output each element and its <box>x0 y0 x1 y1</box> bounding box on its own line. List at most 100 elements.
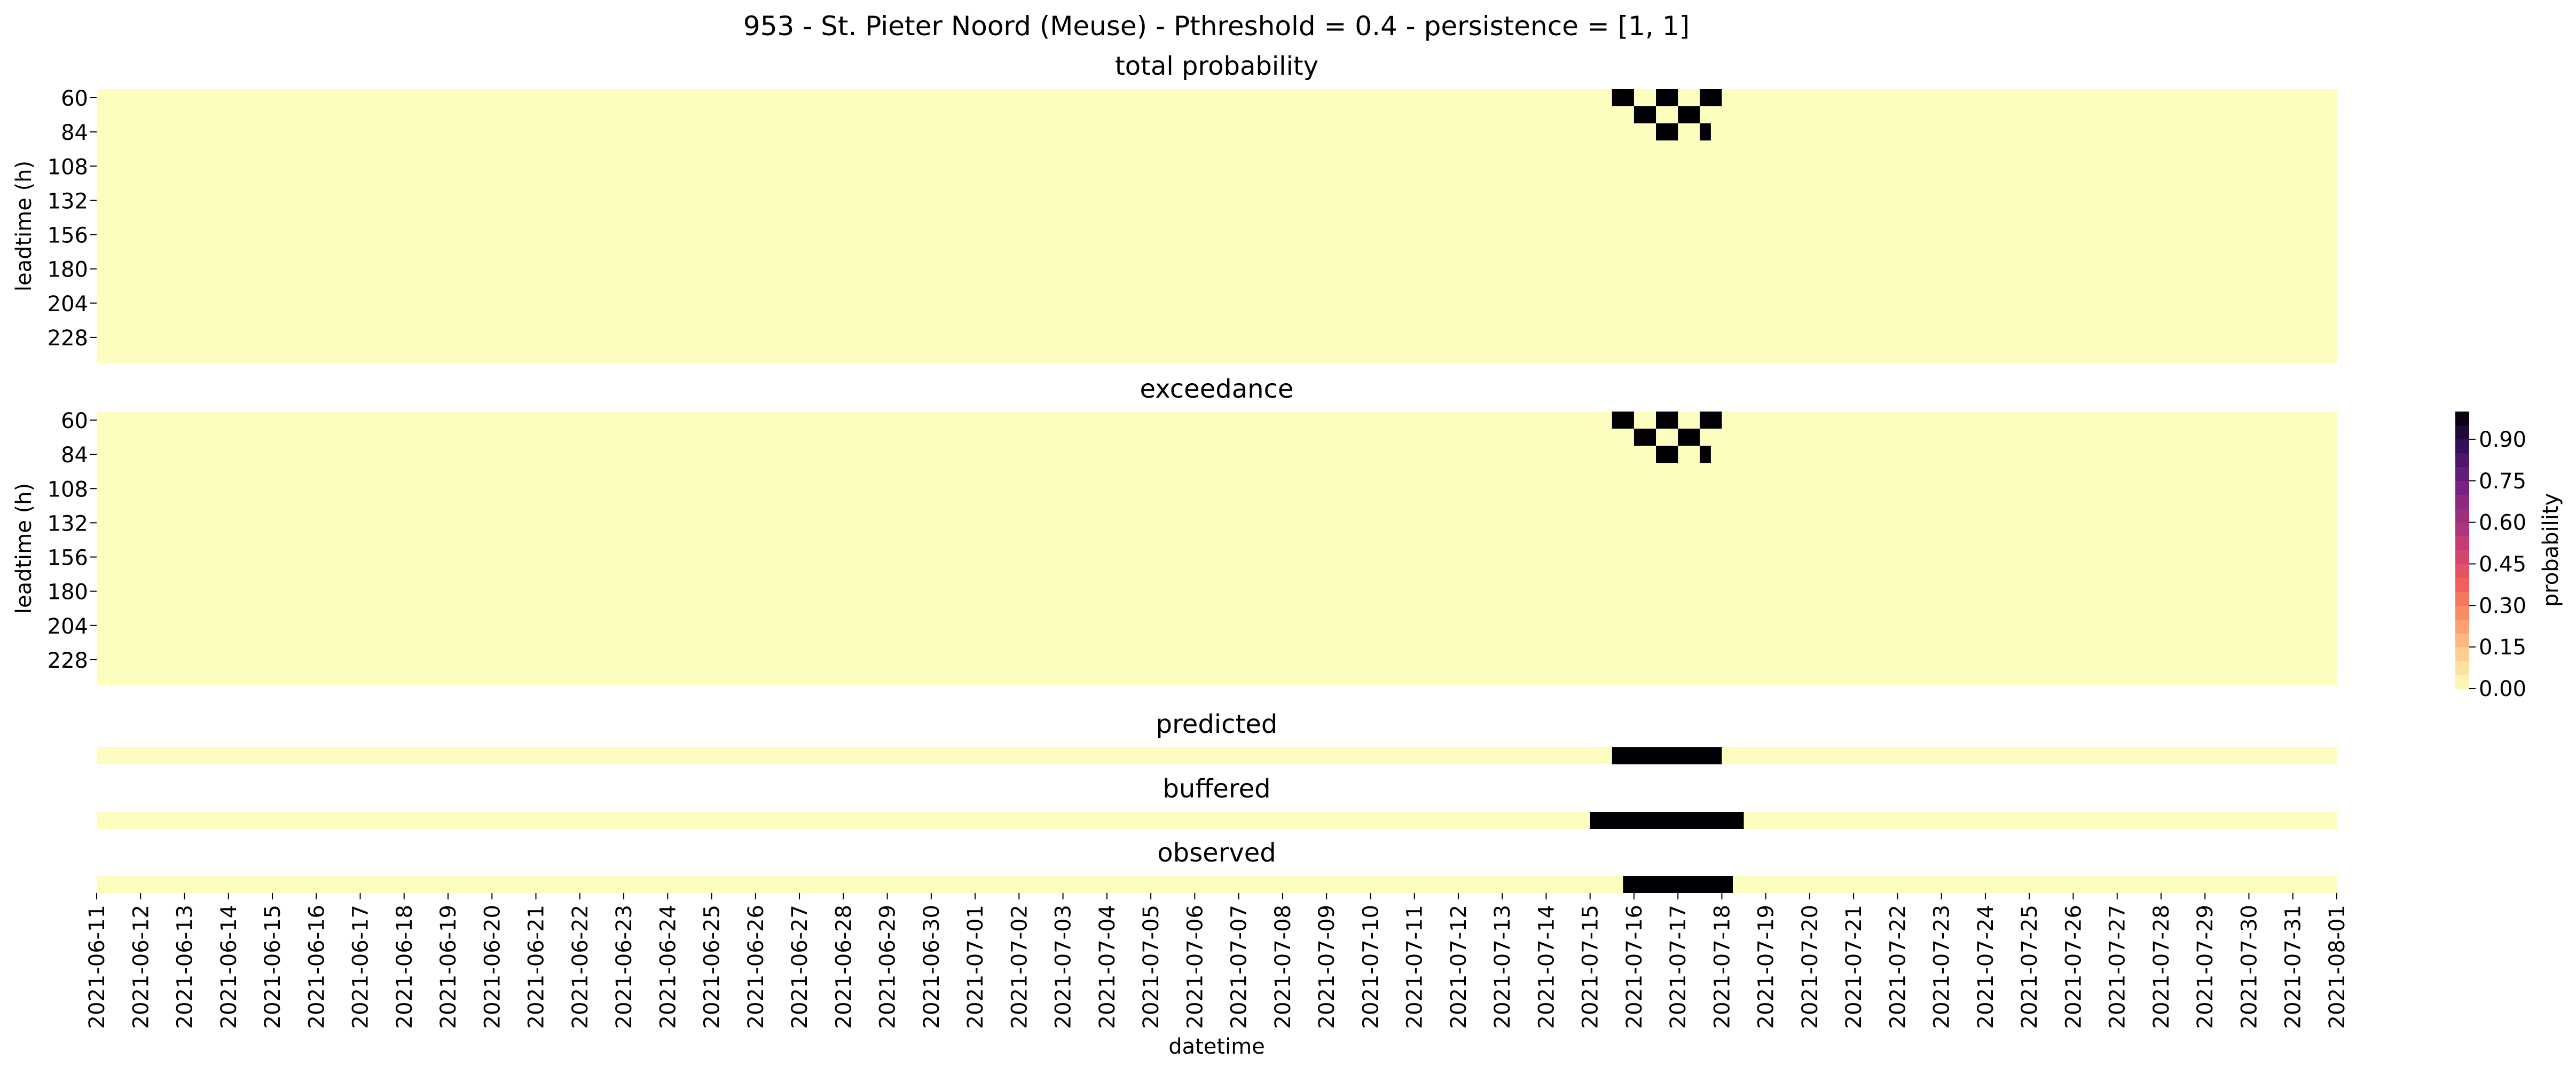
x-tick-label: 2021-06-12 <box>129 905 153 1029</box>
colorbar-level <box>2455 633 2469 647</box>
colorbar-level <box>2455 467 2469 481</box>
y-tick-label: 180 <box>48 258 88 282</box>
x-tick-label: 2021-07-23 <box>1930 905 1954 1029</box>
x-tick-label: 2021-07-15 <box>1578 905 1603 1029</box>
x-tick-label: 2021-06-29 <box>876 905 900 1029</box>
x-tick-label: 2021-07-25 <box>2017 905 2042 1029</box>
x-tick-label: 2021-06-14 <box>217 905 241 1029</box>
heatmap-cell <box>1656 89 1678 107</box>
x-tick-label: 2021-07-08 <box>1271 905 1295 1029</box>
y-axis-label: leadtime (h) <box>12 161 36 291</box>
heatmap-cell <box>1656 446 1678 463</box>
heatmap-background <box>97 812 2337 829</box>
x-tick-label: 2021-06-25 <box>700 905 725 1029</box>
colorbar-level <box>2455 425 2469 440</box>
panel-buffered: buffered <box>97 774 2337 829</box>
colorbar-level <box>2455 536 2469 550</box>
y-tick-label: 228 <box>48 649 88 673</box>
heatmap-cell <box>1700 446 1711 463</box>
x-tick-label: 2021-06-15 <box>261 905 285 1029</box>
y-tick-label: 204 <box>48 292 88 317</box>
colorbar-level <box>2455 661 2469 675</box>
colorbar-level <box>2455 494 2469 509</box>
heatmap-cell <box>1700 89 1722 107</box>
x-tick-label: 2021-06-16 <box>304 905 329 1029</box>
heatmap-background <box>97 747 2337 764</box>
colorbar-level <box>2455 675 2469 689</box>
y-tick-label: 132 <box>48 189 88 214</box>
colorbar-level <box>2455 578 2469 592</box>
y-tick-label: 204 <box>48 614 88 639</box>
x-tick-label: 2021-07-01 <box>963 905 988 1029</box>
heatmap-background <box>97 89 2337 363</box>
heatmap-span <box>1623 876 1733 893</box>
x-tick-label: 2021-07-11 <box>1403 905 1427 1029</box>
heatmap-cell <box>1678 106 1700 124</box>
panel-observed: observed <box>97 838 2337 893</box>
heatmap-cell <box>1633 429 1656 446</box>
colorbar: 0.00 0.15 0.30 0.45 0.60 0.75 0.90 probability <box>2455 412 2563 701</box>
x-tick-label: 2021-07-31 <box>2281 905 2306 1029</box>
colorbar-tick-label: 0.15 <box>2479 635 2526 660</box>
colorbar-level <box>2455 591 2469 606</box>
colorbar-tick-label: 0.45 <box>2479 552 2526 576</box>
colorbar-level <box>2455 550 2469 564</box>
x-tick-label: 2021-06-26 <box>744 905 768 1029</box>
x-tick-label: 2021-07-18 <box>1710 905 1734 1029</box>
figure-title: 953 - St. Pieter Noord (Meuse) - Pthresh… <box>743 11 1690 42</box>
panels: total probability 60 84 108 132 156 180 204 228 l… <box>12 51 2337 893</box>
panel-exceedance: exceedance 60 84 108 132 156 180 204 228 leadtime… <box>12 374 2337 685</box>
x-tick-label: 2021-06-28 <box>831 905 856 1029</box>
colorbar-level <box>2455 564 2469 578</box>
colorbar-tick-label: 0.30 <box>2479 594 2526 618</box>
colorbar-level <box>2455 453 2469 468</box>
panel-title: predicted <box>1156 709 1278 739</box>
x-tick-label: 2021-06-13 <box>173 905 198 1029</box>
heatmap-cell <box>1678 429 1700 446</box>
x-tick-label: 2021-07-14 <box>1534 905 1559 1029</box>
colorbar-level <box>2455 439 2469 454</box>
colorbar-level <box>2455 412 2469 426</box>
x-tick-label: 2021-07-07 <box>1227 905 1252 1029</box>
x-tick-label: 2021-07-28 <box>2149 905 2174 1029</box>
x-tick-label: 2021-07-29 <box>2193 905 2218 1029</box>
x-tick-label: 2021-07-09 <box>1315 905 1339 1029</box>
colorbar-label: probability <box>2539 493 2563 607</box>
y-tick-label: 228 <box>48 326 88 351</box>
y-axis-label: leadtime (h) <box>12 483 36 614</box>
panel-title: exceedance <box>1140 374 1294 404</box>
heatmap-cell <box>1700 412 1722 429</box>
heatmap-background <box>97 412 2337 685</box>
x-tick-label: 2021-07-22 <box>1886 905 1910 1029</box>
x-tick-label: 2021-06-23 <box>612 905 637 1029</box>
x-tick-label: 2021-06-27 <box>788 905 812 1029</box>
x-tick-label: 2021-07-13 <box>1490 905 1515 1029</box>
y-tick-label: 156 <box>48 546 88 571</box>
x-tick-label: 2021-07-05 <box>1139 905 1164 1029</box>
x-tick-label: 2021-06-19 <box>436 905 461 1029</box>
x-tick-label: 2021-07-06 <box>1183 905 1207 1029</box>
y-tick-label: 132 <box>48 511 88 536</box>
panel-total-probability: total probability 60 84 108 132 156 180 204 228 l… <box>12 51 2337 363</box>
x-tick-label: 2021-07-03 <box>1051 905 1076 1029</box>
colorbar-tick-label: 0.75 <box>2479 469 2526 494</box>
y-tick-label: 108 <box>48 477 88 502</box>
colorbar-level <box>2455 508 2469 523</box>
heatmap-cell <box>1700 123 1711 141</box>
panel-title: observed <box>1157 838 1276 868</box>
x-tick-label: 2021-08-01 <box>2325 905 2350 1029</box>
x-tick-label: 2021-07-12 <box>1447 905 1471 1029</box>
x-tick-label: 2021-06-30 <box>920 905 944 1029</box>
x-tick-label: 2021-06-22 <box>568 905 593 1029</box>
x-tick-label: 2021-07-04 <box>1095 905 1120 1029</box>
panel-predicted: predicted <box>97 709 2337 764</box>
colorbar-tick-label: 0.60 <box>2479 511 2526 535</box>
x-tick-label: 2021-06-24 <box>656 905 680 1029</box>
colorbar-level <box>2455 605 2469 620</box>
x-tick-label: 2021-07-24 <box>1974 905 1998 1029</box>
colorbar-level <box>2455 619 2469 634</box>
y-tick-label: 60 <box>61 86 88 111</box>
colorbar-level <box>2455 647 2469 661</box>
panel-title: buffered <box>1163 774 1270 804</box>
colorbar-tick-label: 0.90 <box>2479 428 2526 452</box>
